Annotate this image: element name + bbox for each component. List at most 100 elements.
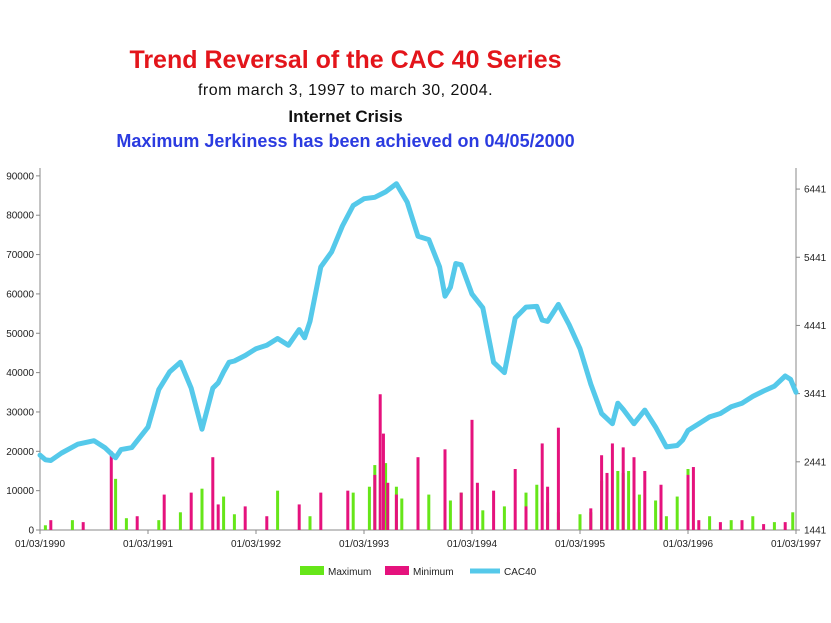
line-point-cac40 — [513, 316, 517, 320]
bar-minimum — [643, 470, 647, 530]
line-point-cac40 — [340, 224, 345, 228]
line-point-cac40 — [59, 451, 64, 455]
bar-maximum — [729, 520, 733, 530]
bar-minimum — [459, 492, 463, 530]
line-point-cac40 — [788, 377, 793, 382]
left-axis-tick-label: 70000 — [6, 250, 34, 261]
line-point-cac40 — [308, 319, 312, 324]
bar-minimum — [265, 516, 269, 530]
bar-minimum — [443, 449, 447, 530]
x-axis-tick-label: 01/03/1993 — [339, 539, 389, 550]
bar-maximum — [637, 494, 641, 530]
bar-minimum — [189, 492, 193, 530]
legend-label-cac40: CAC40 — [504, 567, 537, 578]
line-point-cac40 — [146, 425, 150, 429]
right-axis-tick-label: 2441 — [804, 457, 827, 468]
line-point-cac40 — [167, 370, 172, 374]
line-point-cac40 — [729, 404, 733, 409]
line-point-cac40 — [254, 346, 258, 351]
bar-maximum — [502, 506, 506, 530]
left-axis-tick-label: 90000 — [6, 171, 34, 182]
line-point-cac40 — [540, 318, 544, 322]
bar-maximum — [481, 510, 485, 530]
line-point-cac40 — [783, 374, 787, 378]
x-axis-tick-label: 01/03/1997 — [771, 539, 821, 550]
bar-maximum — [232, 514, 236, 530]
legend-swatch-minimum — [385, 566, 409, 575]
line-point-cac40 — [275, 336, 280, 341]
bar-minimum — [297, 504, 301, 530]
line-point-cac40 — [616, 401, 620, 406]
line-point-cac40 — [76, 442, 80, 446]
left-axis-tick-label: 50000 — [6, 329, 34, 340]
series-line-cac40 — [37, 181, 799, 463]
line-point-cac40 — [599, 411, 604, 416]
bar-maximum — [367, 486, 371, 530]
bar-minimum — [697, 520, 701, 530]
bar-maximum — [708, 516, 712, 530]
line-point-cac40 — [297, 327, 302, 332]
bar-minimum — [475, 482, 479, 530]
chart-subtitle: from march 3, 1997 to march 30, 2004. — [197, 82, 494, 99]
bar-minimum — [556, 427, 560, 530]
bar-minimum — [513, 469, 517, 530]
line-point-cac40 — [416, 234, 420, 238]
line-point-cac40 — [621, 407, 625, 412]
left-axis-tick-label: 0 — [28, 526, 34, 537]
line-point-cac40 — [556, 302, 561, 307]
line-point-cac40 — [610, 421, 615, 426]
line-point-cac40 — [38, 453, 42, 457]
bar-minimum — [610, 443, 614, 530]
line-point-cac40 — [740, 401, 744, 406]
legend-label-maximum: Maximum — [328, 567, 371, 578]
bar-minimum — [81, 522, 85, 530]
bar-minimum — [621, 447, 625, 530]
line-point-cac40 — [686, 428, 690, 433]
bar-minimum — [373, 474, 377, 530]
line-point-cac40 — [103, 445, 107, 450]
bar-maximum — [654, 500, 658, 530]
chart-area: 0 10000 20000 30000 40000 50000 60000 70000 8000… — [6, 168, 827, 578]
line-point-cac40 — [589, 382, 593, 386]
bar-minimum — [386, 482, 390, 530]
right-axis-tick-label: 6441 — [804, 185, 827, 196]
bar-minimum — [546, 486, 550, 530]
line-point-cac40 — [653, 425, 658, 429]
bar-minimum — [243, 506, 247, 530]
bar-maximum — [276, 490, 280, 530]
line-point-cac40 — [286, 343, 291, 348]
bar-minimum — [589, 508, 593, 530]
bar-minimum — [686, 474, 690, 530]
bar-maximum — [664, 516, 668, 530]
bar-minimum — [211, 457, 215, 530]
right-axis-tick-label: 5441 — [804, 253, 827, 264]
line-point-cac40 — [362, 196, 366, 201]
line-point-cac40 — [243, 353, 247, 358]
line-point-cac40 — [443, 294, 447, 298]
line-point-cac40 — [216, 380, 220, 385]
line-point-cac40 — [178, 360, 183, 365]
bar-maximum — [200, 488, 204, 530]
bar-maximum — [178, 512, 182, 530]
bar-minimum — [216, 504, 220, 530]
line-point-cac40 — [383, 190, 388, 194]
bar-minimum — [492, 490, 496, 530]
bar-minimum — [718, 522, 722, 530]
line-point-cac40 — [545, 319, 550, 324]
line-point-cac40 — [130, 445, 134, 450]
line-point-cac40 — [43, 458, 48, 462]
line-point-cac40 — [491, 360, 496, 365]
bar-minimum — [632, 457, 636, 530]
x-axis-tick-label: 01/03/1996 — [663, 539, 713, 550]
line-point-cac40 — [761, 389, 766, 393]
line-point-cac40 — [772, 384, 777, 388]
bar-maximum — [791, 512, 795, 530]
bar-minimum — [659, 484, 663, 530]
line-point-cac40 — [302, 335, 307, 340]
bar-maximum — [308, 516, 312, 530]
bar-maximum — [400, 498, 404, 530]
bar-minimum — [740, 520, 744, 530]
left-axis-tick-label: 80000 — [6, 211, 34, 222]
line-point-cac40 — [221, 370, 226, 374]
left-axis-tick-label: 20000 — [6, 447, 34, 458]
